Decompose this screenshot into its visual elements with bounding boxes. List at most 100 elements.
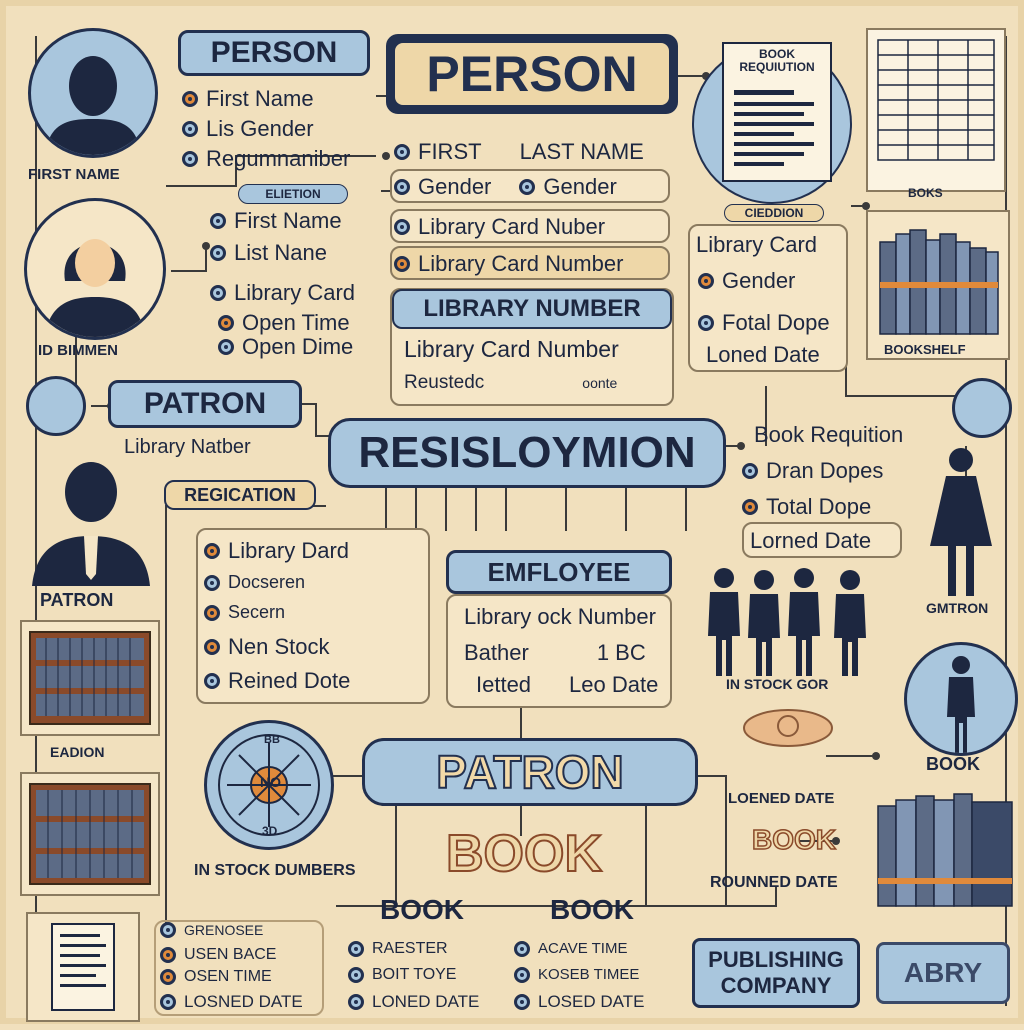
right-info-row: Fotal Dope [698,310,830,336]
bottom-document-panel [26,912,140,1022]
bottom-right-row: KOSEB TIMEE [514,966,639,983]
books-stack-icon [877,793,1013,907]
bottom-right-row: LOSED DATE [514,992,644,1012]
employee-label: Bather [464,640,529,665]
bullet-icon [160,969,176,985]
rounned-date-caption: ROUNNED DATE [710,874,838,891]
bullet-icon [514,994,530,1010]
requisition-document-icon: BOOK REQUIUTION [722,42,832,182]
document-caption: BOKS [908,186,943,200]
bottom-left-row: GRENOSEE [160,922,263,938]
employee-label: Ietted [476,672,532,697]
text-lines-icon [734,90,814,166]
right-info-panel [688,224,848,372]
person-title: PERSON [395,43,669,105]
bullet-icon [514,966,530,983]
bottom-mid-label: RAESTER [372,940,448,957]
library-card-row: Library Card Number [394,251,623,277]
woman-portrait-icon [45,239,145,337]
bottom-left-row: USEN BACE [160,946,276,964]
bullet-icon [182,121,198,137]
employee-panel [446,594,672,708]
person-header-small: PERSON [178,30,370,76]
loaned-date-label: LOSNED DATE [184,992,303,1011]
bullet-icon [160,922,176,938]
bullet-icon [348,941,364,957]
bullet-icon [348,967,364,983]
woman-field-label: Open Time [242,310,350,335]
right-info-row: Library Card [696,232,817,258]
gender-label: Gender [543,174,617,199]
bullet-icon [348,994,364,1010]
bottom-right-row: ACAVE TIME [514,940,627,957]
bottom-left-label: GRENOSEE [184,922,264,938]
bottom-right-label: ACAVE TIME [538,940,628,957]
library-number-row: Reustedc oonte [404,372,617,394]
employee-label: Leo Date [569,672,659,697]
bullet-icon [742,463,758,479]
gender-label: Gender [722,268,796,293]
bullet-icon [204,604,220,621]
right-list-label: Dran Dopes [766,458,884,483]
employee-header: EMFLOYEE [446,550,672,594]
bottom-mid-row: LONED DATE [348,992,479,1012]
woman-caption: ID BIMMEN [38,342,118,359]
woman-field-label: List Nane [234,240,327,265]
employee-avatar [904,642,1018,756]
right-list-row: Book Requition [754,422,903,448]
bottom-left-label: USEN BACE [184,946,277,963]
woman-field-label: Library Card [234,280,356,305]
standing-person-icon [947,656,975,753]
first-label: FIRST [418,139,482,164]
patron-subtitle: Library Natber [124,436,251,459]
spreadsheet-document-icon [866,28,1006,192]
library-card-label: Library Card Number [418,251,624,276]
woman-field-row: Library Card [210,280,355,306]
right-list-row: Dran Dopes [742,458,883,484]
person-field-row: First Name [182,86,314,112]
bottom-right-label: KOSEB TIMEE [538,966,640,983]
bookcase-icon [29,783,151,885]
loaned-date-caption: LOENED DATE [728,790,835,807]
library-card-label: Library Card Nuber [418,214,606,239]
regication-row: Reined Dote [204,668,350,694]
loaned-date-label: Lorned Date [750,528,872,553]
person-field-row: Lis Gender [182,116,314,142]
loaned-date-label: Loned Date [706,342,820,367]
bullet-icon [204,574,220,591]
left-bookshelf-panel [20,620,160,736]
dial-top-label: BB [264,734,280,746]
people-group-icon [708,568,866,676]
bookshelf-caption: BOOKSHELF [884,342,966,357]
bottom-left-label: OSEN TIME [184,968,272,985]
patron-header: PATRON [108,380,302,428]
last-name-label: LAST NAME [519,139,644,164]
bottom-left-row: LOSNED DATE [160,992,303,1012]
person-caption: FIRST NAME [28,166,120,183]
bullet-icon [182,91,198,107]
eadion-caption: EADION [50,744,105,760]
books-icon [879,229,999,335]
woman-field-label: First Name [234,208,342,233]
bullet-icon [698,315,714,331]
person-field-row: Regumnaniber [182,146,350,172]
bottom-right-header: BOOK [550,894,634,925]
library-book-number-label: Library ock Number [464,604,656,629]
gender-row: Gender Gender [394,174,617,200]
bullet-icon [394,179,410,195]
employee-row: Bather 1 BC [464,640,646,666]
in-stock-numbers-caption: IN STOCK DUMBERS [194,862,356,879]
dial-bottom-label: 3D [262,824,278,838]
returned-date-label: Reined Dote [228,668,351,693]
in-stock-caption: IN STOCK GOR [726,676,829,692]
woman-silhouette-icon [930,448,992,596]
woman-field-row: List Nane [210,240,327,266]
regication-label: Docseren [228,572,306,592]
bullet-icon [218,315,234,331]
right-list-label: Total Dope [766,494,872,519]
bullet-icon [394,219,410,235]
publishing-company-box: PUBLISHING COMPANY [692,938,860,1008]
bullet-icon [519,179,536,195]
patron-badge-icon [26,376,86,436]
gmtron-caption: GMTRON [926,600,989,616]
